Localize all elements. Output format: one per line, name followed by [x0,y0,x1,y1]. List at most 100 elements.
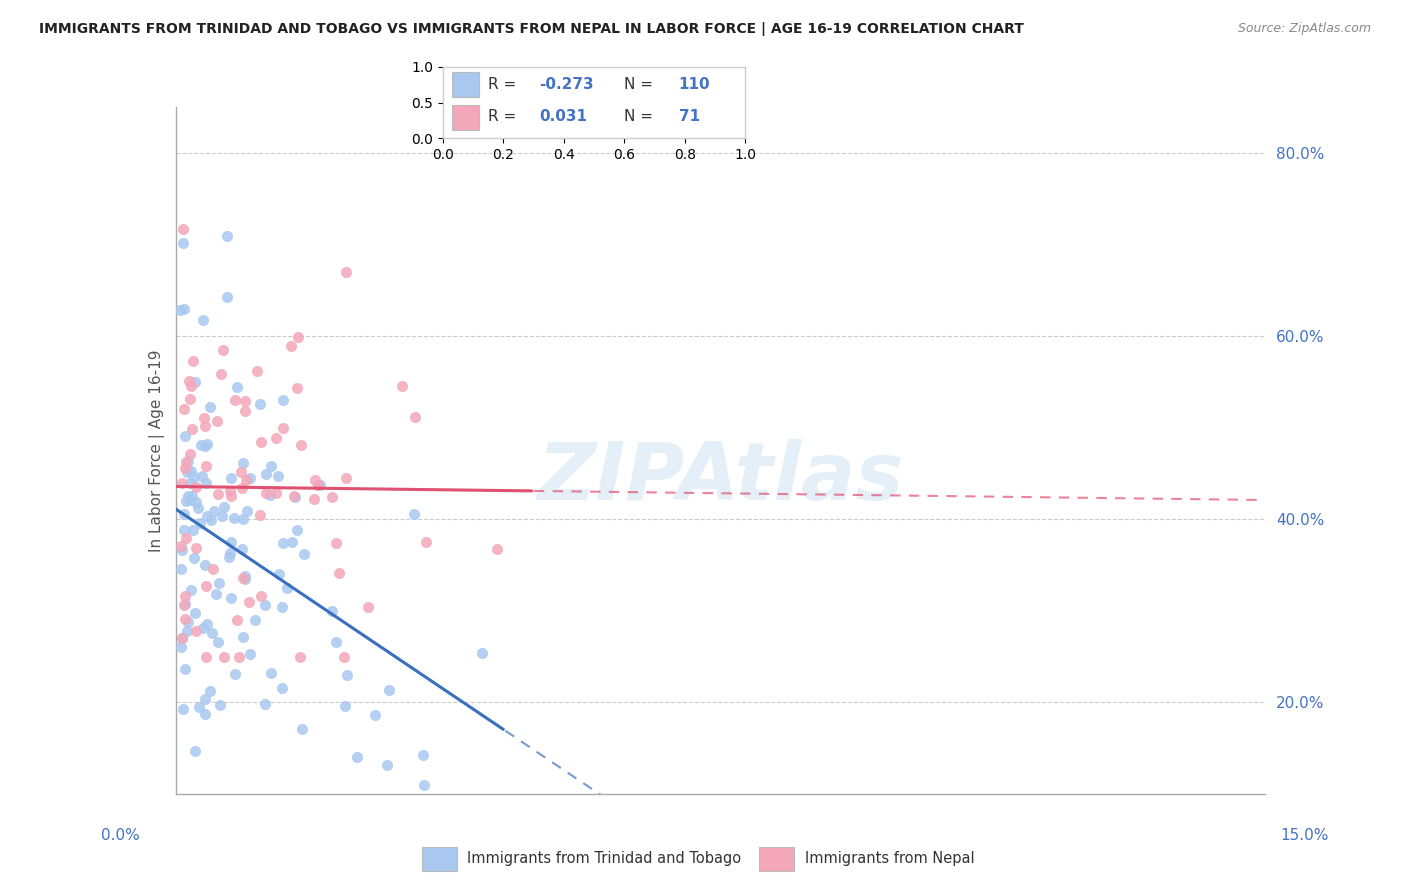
Point [181,489,204,503]
Point [391,378,413,392]
Point [253,697,276,711]
Point [184,744,207,758]
Text: -0.273: -0.273 [540,77,595,92]
Point [231,481,253,495]
Point [285,523,308,537]
Point [271,536,294,550]
Point [173,401,195,416]
Point [264,431,287,445]
Point [266,469,288,483]
Point [179,447,201,461]
Point [281,535,304,549]
Text: N =: N = [624,77,654,92]
Point [194,691,217,706]
Point [194,649,217,664]
Bar [451,72,479,97]
Point [219,591,242,606]
Point [202,504,225,518]
Point [233,572,256,586]
Point [180,422,202,436]
Point [232,630,254,644]
Point [194,439,217,453]
Point [179,392,201,406]
Point [236,504,259,518]
Point [412,778,434,792]
Point [173,590,195,604]
Point [169,302,191,317]
Point [321,490,343,504]
Point [172,632,194,646]
Point [235,569,257,583]
Point [325,634,347,648]
Point [224,392,246,407]
Point [260,459,283,474]
Point [177,489,200,503]
Point [269,566,291,581]
Point [200,400,222,414]
Point [219,489,242,503]
Point [183,375,205,389]
Point [271,599,294,614]
Point [193,411,215,425]
Point [231,541,253,556]
Point [218,545,240,559]
Bar [422,847,457,871]
Point [224,666,246,681]
Point [169,539,191,553]
Point [335,699,357,714]
Text: IMMIGRANTS FROM TRINIDAD AND TOBAGO VS IMMIGRANTS FROM NEPAL IN LABOR FORCE | AG: IMMIGRANTS FROM TRINIDAD AND TOBAGO VS I… [39,22,1024,37]
Point [208,698,231,712]
Point [404,508,426,522]
Point [205,413,228,427]
Point [291,722,314,736]
Point [290,649,312,664]
Point [180,378,202,392]
Y-axis label: In Labor Force | Age 16-19: In Labor Force | Age 16-19 [149,349,165,552]
Point [226,613,249,627]
Text: Source: ZipAtlas.com: Source: ZipAtlas.com [1237,22,1371,36]
Point [233,403,256,417]
Point [328,566,350,580]
Point [183,469,205,483]
Point [197,436,219,450]
Point [280,339,302,353]
Point [173,613,195,627]
Point [259,665,281,680]
Point [177,615,200,629]
Point [183,523,205,537]
Point [195,578,218,592]
Point [172,222,194,236]
Point [222,510,245,524]
Point [235,473,257,487]
Point [239,647,262,661]
Point [246,364,269,378]
Point [173,508,195,522]
Point [378,682,401,697]
Text: 0.031: 0.031 [540,110,588,124]
Point [212,500,235,515]
Point [194,475,217,490]
Point [200,513,222,527]
Point [173,429,195,443]
Point [180,464,202,478]
Point [177,374,200,388]
Point [243,613,266,627]
Point [207,487,229,501]
Point [170,640,193,654]
Point [271,681,294,696]
Point [232,571,254,585]
Point [177,454,200,468]
Point [207,634,229,648]
Point [332,649,354,664]
Point [202,562,225,576]
Point [191,468,214,483]
Point [302,491,325,506]
Point [259,488,281,502]
Point [471,647,494,661]
Point [283,489,305,503]
Point [209,368,232,382]
Point [184,606,207,620]
Point [249,397,271,411]
Point [194,419,217,434]
Point [190,438,212,452]
